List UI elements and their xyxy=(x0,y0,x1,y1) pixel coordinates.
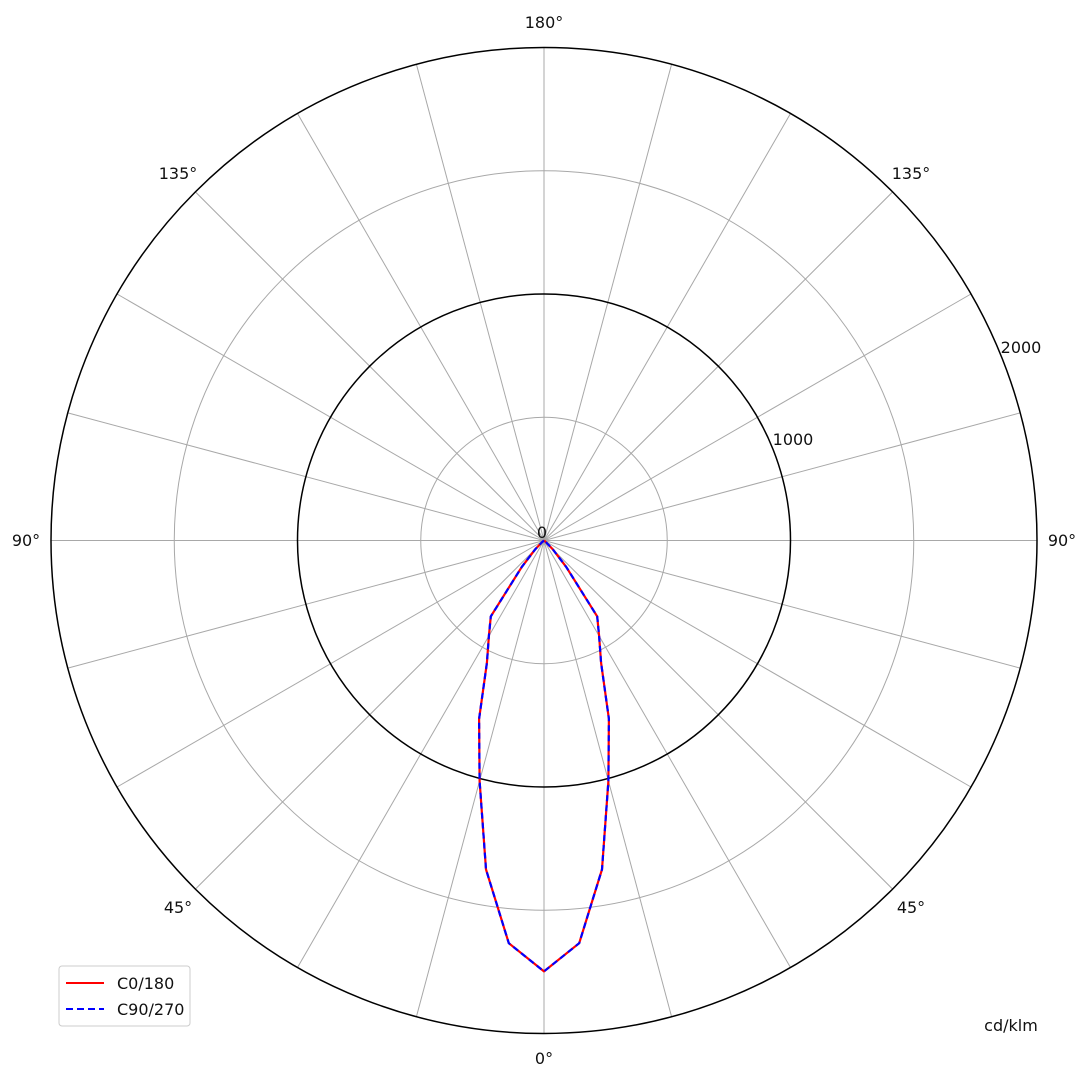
series-C90-270 xyxy=(478,539,611,973)
angle-label-lower-left: 45° xyxy=(164,898,192,917)
legend-label-c0-180: C0/180 xyxy=(117,974,174,993)
unit-label: cd/klm xyxy=(984,1016,1038,1035)
ring-1000 xyxy=(296,293,792,788)
ring-1500 xyxy=(173,170,915,911)
angle-label-upper-left: 135° xyxy=(159,164,198,183)
angle-label-top: 180° xyxy=(525,13,564,32)
legend-label-c90-270: C90/270 xyxy=(117,1000,184,1019)
ring-label-0: 0 xyxy=(537,523,547,542)
legend: C0/180 C90/270 xyxy=(58,965,191,1027)
angle-label-bottom: 0° xyxy=(535,1049,553,1068)
angle-label-left: 90° xyxy=(12,531,40,550)
polar-grid xyxy=(50,46,1038,1035)
angle-label-right: 90° xyxy=(1048,531,1076,550)
ring-label-2000: 2000 xyxy=(1001,338,1042,357)
ring-label-1000: 1000 xyxy=(773,430,814,449)
angle-label-upper-right: 135° xyxy=(892,164,931,183)
ring-2000 xyxy=(50,46,1038,1035)
angle-label-lower-right: 45° xyxy=(897,898,925,917)
legend-box xyxy=(58,965,191,1027)
curves xyxy=(478,539,611,973)
ring-500 xyxy=(420,416,668,665)
